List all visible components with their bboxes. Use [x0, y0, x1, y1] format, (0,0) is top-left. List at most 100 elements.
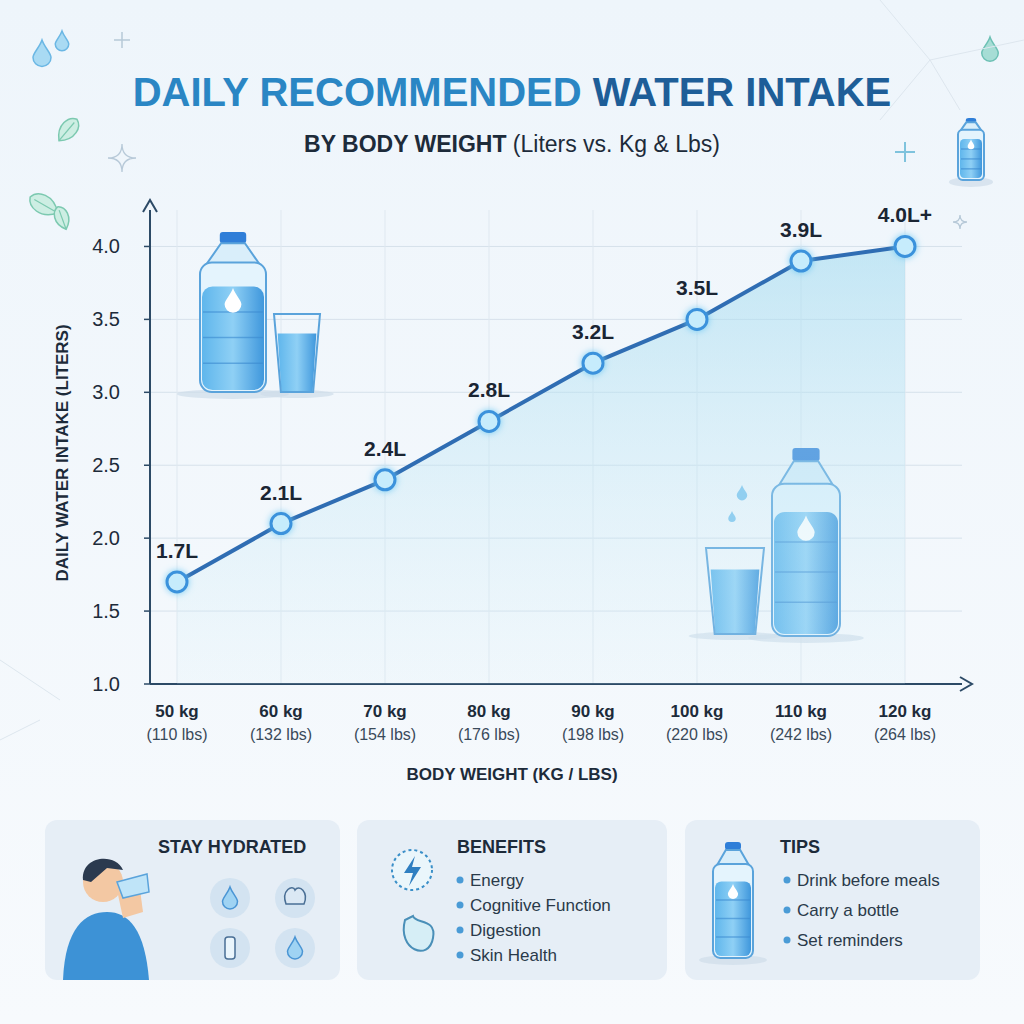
data-point [167, 572, 187, 592]
panel-item: Set reminders [797, 931, 903, 950]
panel-title: TIPS [780, 837, 820, 857]
shirt [63, 912, 149, 980]
bottle-water [202, 286, 264, 390]
energy-icon [392, 850, 432, 890]
bullet [784, 907, 791, 914]
label-line: 120 kg [879, 702, 932, 721]
x-axis-title: BODY WEIGHT (KG / LBS) [406, 765, 617, 784]
bullet [457, 927, 464, 934]
label-line: (110 lbs) [146, 726, 207, 743]
panel-item: Carry a bottle [797, 901, 899, 920]
panel-item: Skin Health [470, 946, 557, 965]
x-tick-label: 120 kg(264 lbs) [874, 702, 936, 743]
data-point [791, 251, 811, 271]
data-point [583, 353, 603, 373]
sparkle [108, 144, 136, 172]
y-tick-label: 2.5 [92, 454, 120, 476]
data-point [479, 411, 499, 431]
bottle-body [713, 864, 753, 958]
panel-title: BENEFITS [457, 837, 546, 857]
panel-item: Digestion [470, 921, 541, 940]
label-line: 70 kg [363, 702, 406, 721]
subtitle-part: BY BODY WEIGHT [304, 131, 513, 157]
data-label: 4.0L+ [878, 203, 932, 226]
label-line: (242 lbs) [770, 726, 832, 743]
data-label: 2.1L [260, 481, 302, 504]
sparkle [953, 215, 967, 229]
chart-title: DAILY RECOMMENDED WATER INTAKE [133, 70, 892, 114]
stomach-icon [404, 916, 434, 951]
background [0, 0, 1024, 1024]
cup [117, 874, 149, 898]
panel-card [45, 820, 340, 980]
x-tick-label: 90 kg (198 lbs) [562, 702, 624, 743]
x-tick-label: 80 kg (176 lbs) [458, 702, 520, 743]
label-line: 110 kg [775, 702, 827, 721]
bottle-ridge [716, 918, 750, 920]
label-line: (198 lbs) [562, 726, 624, 743]
label-line: 50 kg [155, 702, 198, 721]
person-icon [63, 859, 149, 980]
y-axis-line [149, 210, 151, 684]
y-tick-label: 2.0 [92, 527, 120, 549]
leaf [53, 114, 83, 146]
water-drop [982, 37, 999, 61]
x-tick-label: 50 kg (110 lbs) [146, 702, 207, 743]
panel-title: STAY HYDRATED [158, 837, 306, 857]
water-drop [728, 884, 738, 899]
label-line: 80 kg [467, 702, 510, 721]
label-line: (132 lbs) [250, 726, 312, 743]
bottle-mini [225, 937, 235, 959]
icon-circle [210, 928, 250, 968]
bottle-cap [725, 842, 741, 850]
water-drop [223, 887, 238, 909]
label-line: 90 kg [571, 702, 614, 721]
bottle-neck [207, 243, 260, 264]
bottle-cap [220, 232, 246, 243]
bottle-icon [699, 842, 767, 965]
bottle-ridge [961, 158, 981, 160]
water-drop [288, 937, 303, 959]
x-axis-arrow [960, 677, 972, 691]
panel-item: Cognitive Function [470, 896, 611, 915]
label-line: 60 kg [259, 702, 302, 721]
x-tick-label: 70 kg (154 lbs) [354, 702, 416, 743]
y-tick-label: 3.5 [92, 308, 120, 330]
y-axis-title: DAILY WATER INTAKE (LITERS) [53, 324, 72, 581]
data-line [177, 246, 905, 581]
bottle-ridge [716, 899, 750, 901]
panel-card [357, 820, 667, 980]
y-tick-label: 3.0 [92, 381, 120, 403]
brain-icon [285, 888, 306, 904]
line-area [177, 246, 905, 684]
water-drop [968, 140, 975, 150]
bullet [457, 902, 464, 909]
x-tick-label: 60 kg (132 lbs) [250, 702, 312, 743]
title-part: WATER INTAKE [593, 70, 892, 114]
glass-outline [274, 314, 320, 392]
y-tick-label: 4.0 [92, 235, 120, 257]
bottle-water [715, 881, 751, 956]
data-label: 3.5L [676, 276, 718, 299]
data-label: 3.9L [780, 218, 822, 241]
icon-circle [275, 878, 315, 918]
plus-mark [895, 142, 915, 162]
network-lines [880, 0, 1024, 120]
lightning [404, 856, 421, 886]
data-label: 2.4L [364, 437, 406, 460]
panel-item: Drink before meals [797, 871, 940, 890]
hair [83, 859, 123, 882]
grid-line [150, 246, 962, 247]
y-tick-label: 1.5 [92, 600, 120, 622]
label-line: (154 lbs) [354, 726, 416, 743]
bullet [457, 877, 464, 884]
grid [144, 210, 962, 684]
bottle-water [960, 139, 982, 178]
label-line: (176 lbs) [458, 726, 520, 743]
panel-card [685, 820, 980, 980]
bottle-neck [717, 850, 749, 865]
bottle-ridge [716, 936, 750, 938]
subtitle-part: (Liters vs. Kg & Lbs) [513, 131, 720, 157]
glass-water [278, 334, 317, 393]
y-tick-label: 1.0 [92, 673, 120, 695]
